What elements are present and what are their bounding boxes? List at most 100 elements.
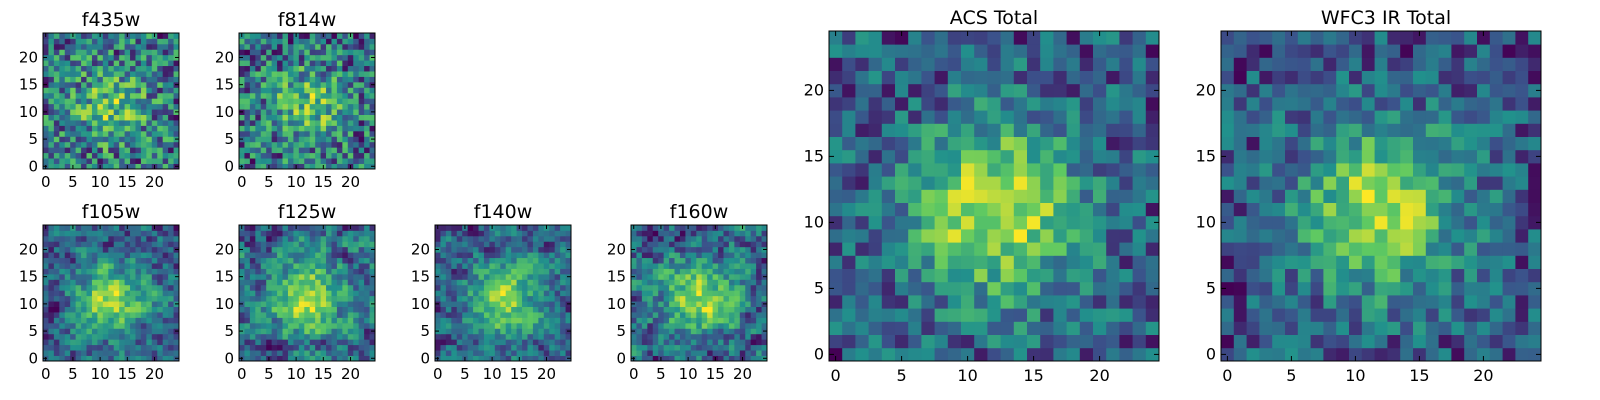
heatmap-cell: [157, 344, 164, 351]
heatmap-cell: [631, 322, 637, 329]
heatmap-cell: [140, 33, 147, 39]
heatmap-cell: [1066, 83, 1081, 98]
heatmap-cell: [157, 136, 164, 143]
heatmap-cell: [43, 158, 49, 164]
heatmap-cell: [712, 284, 719, 291]
heatmap-cell: [151, 125, 158, 132]
heatmap-cell: [119, 328, 125, 335]
heatmap-cell: [358, 268, 365, 275]
heatmap-cell: [358, 290, 365, 297]
heatmap-cell: [1528, 163, 1542, 177]
heatmap-cell: [473, 355, 479, 362]
heatmap-cell: [908, 123, 922, 137]
heatmap-cell: [1040, 136, 1054, 151]
heatmap-cell: [1221, 321, 1235, 335]
heatmap-cell: [347, 284, 354, 291]
heatmap-cell: [364, 235, 370, 242]
heatmap-cell: [921, 347, 935, 362]
heatmap-cell: [271, 114, 278, 121]
heatmap-cell: [48, 98, 55, 105]
x-tick-label: 10: [679, 365, 698, 383]
heatmap-cell: [641, 355, 648, 362]
heatmap-cell: [829, 347, 843, 362]
heatmap-cell: [1119, 295, 1133, 309]
heatmap-cell: [565, 268, 572, 275]
heatmap-cell: [102, 152, 109, 159]
heatmap-cell: [961, 347, 975, 362]
heatmap-cell: [81, 225, 87, 231]
heatmap-cell: [135, 235, 142, 242]
heatmap-cell: [921, 110, 935, 124]
heatmap-cell: [140, 350, 147, 356]
heatmap-cell: [59, 339, 66, 346]
heatmap-cell: [364, 158, 370, 164]
heatmap-cell: [260, 241, 267, 248]
heatmap-cell: [868, 202, 883, 217]
heatmap-cell: [560, 333, 566, 340]
heatmap-cell: [494, 241, 501, 248]
heatmap-cell: [934, 123, 949, 137]
heatmap-cell: [309, 263, 316, 269]
heatmap-cell: [516, 339, 523, 346]
heatmap-cell: [1259, 334, 1273, 349]
y-tick-label: 0: [420, 349, 430, 367]
heatmap-cell: [560, 230, 566, 237]
heatmap-cell: [761, 290, 768, 297]
heatmap-cell: [1053, 295, 1067, 309]
heatmap-cell: [895, 215, 909, 230]
heatmap-cell: [157, 312, 164, 318]
heatmap-cell: [298, 317, 305, 324]
heatmap-cell: [565, 350, 572, 356]
heatmap-cell: [43, 103, 49, 110]
heatmap-cell: [173, 130, 180, 137]
heatmap-cell: [723, 355, 730, 362]
heatmap-cell: [1079, 97, 1094, 111]
heatmap-cell: [282, 92, 289, 99]
heatmap-cell: [756, 241, 762, 248]
heatmap-cell: [1000, 163, 1015, 177]
heatmap-cell: [1040, 70, 1054, 85]
heatmap-cell: [1285, 202, 1299, 217]
heatmap-cell: [48, 290, 55, 297]
heatmap-cell: [304, 312, 311, 318]
heatmap-cell: [119, 339, 125, 346]
heatmap-cell: [451, 350, 458, 356]
heatmap-cell: [162, 284, 169, 291]
heatmap-cell: [842, 347, 856, 362]
heatmap-cell: [549, 279, 556, 286]
heatmap-cell: [1400, 176, 1414, 190]
heatmap-cell: [130, 120, 136, 126]
heatmap-cell: [59, 306, 66, 313]
heatmap-cell: [293, 81, 300, 88]
heatmap-cell: [473, 322, 479, 329]
heatmap-cell: [1221, 295, 1235, 309]
heatmap-cell: [157, 147, 164, 154]
y-tick-label: 0: [28, 157, 38, 175]
heatmap-cell: [48, 344, 55, 351]
heatmap-cell: [151, 339, 158, 346]
heatmap-cell: [527, 268, 534, 275]
heatmap-cell: [756, 268, 762, 275]
heatmap-cell: [320, 147, 327, 154]
heatmap-cell: [855, 189, 869, 203]
heatmap-cell: [707, 328, 713, 335]
heatmap-cell: [59, 125, 66, 132]
heatmap-cell: [75, 328, 82, 335]
heatmap-cell: [467, 273, 474, 280]
heatmap-cell: [1438, 215, 1452, 230]
heatmap-cell: [855, 123, 869, 137]
heatmap-cell: [750, 290, 757, 297]
heatmap-cell: [260, 114, 267, 121]
heatmap-cell: [543, 235, 550, 242]
heatmap-cell: [1349, 308, 1363, 322]
heatmap-cell: [1132, 189, 1147, 203]
heatmap-cell: [494, 344, 501, 351]
heatmap-cell: [1310, 321, 1324, 335]
heatmap-cell: [532, 235, 539, 242]
heatmap-cell: [1438, 334, 1452, 349]
heatmap-cell: [309, 98, 316, 105]
heatmap-cell: [718, 306, 724, 313]
heatmap-cell: [1349, 242, 1363, 256]
heatmap-cell: [326, 317, 332, 324]
heatmap-cell: [326, 49, 332, 56]
